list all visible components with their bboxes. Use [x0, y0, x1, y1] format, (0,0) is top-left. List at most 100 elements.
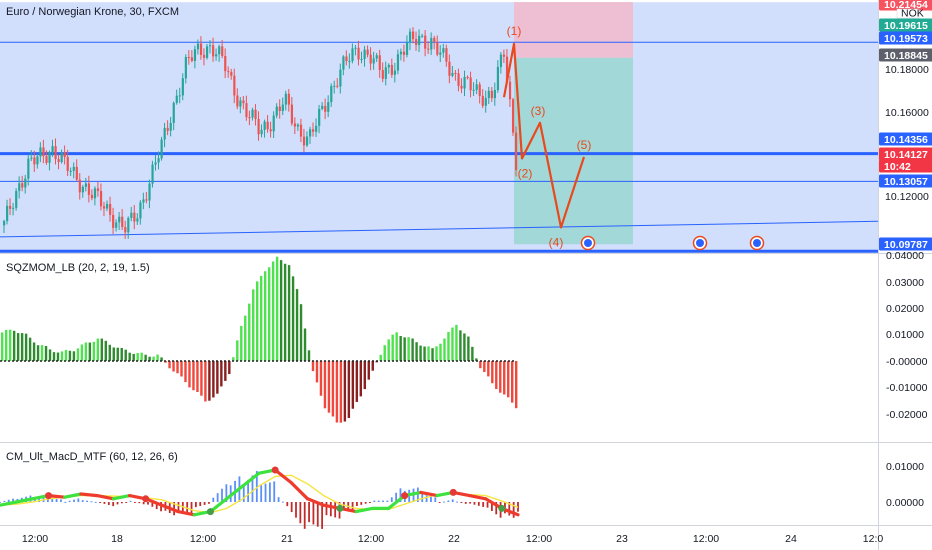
- price-tag: [879, 147, 932, 161]
- sqzmom-bar: [168, 361, 171, 369]
- macd-pane[interactable]: [0, 466, 520, 529]
- macd-histogram-bar: [64, 501, 67, 503]
- candle-body: [157, 158, 160, 163]
- sqzmom-bar: [124, 349, 127, 361]
- candle-body: [299, 124, 303, 137]
- sqzmom-bar: [100, 338, 104, 361]
- sqzmom-bar: [180, 361, 183, 377]
- macd-histogram-bar: [425, 495, 428, 502]
- sqzmom-bar: [236, 340, 239, 361]
- macd-line: [354, 506, 374, 514]
- macd-histogram-bar: [286, 502, 289, 507]
- candle-body: [245, 103, 248, 118]
- candle-body: [172, 102, 175, 123]
- macd-histogram-bar: [443, 501, 445, 503]
- macd-histogram-bar: [382, 500, 384, 502]
- candle-body: [381, 70, 384, 79]
- candle-body: [442, 48, 445, 53]
- candle-body: [224, 56, 227, 72]
- macd-histogram-bar: [460, 502, 463, 503]
- candle-body: [139, 202, 142, 219]
- sqzmom-bar: [40, 345, 44, 361]
- candle-body: [242, 100, 245, 104]
- candle-body: [99, 191, 103, 207]
- macd-histogram-bar: [451, 499, 454, 502]
- candle-body: [384, 67, 387, 79]
- sqzmom-bar: [343, 361, 347, 422]
- sqzmom-bar: [120, 347, 123, 361]
- candle-body: [24, 178, 27, 188]
- candle-body: [345, 56, 348, 62]
- candle-body: [396, 54, 400, 71]
- candle-body: [45, 156, 48, 163]
- time-axis-label: 22: [448, 533, 460, 545]
- macd-histogram-bar: [434, 497, 437, 502]
- candle-body: [405, 42, 409, 55]
- macd-histogram-bar: [86, 500, 88, 502]
- macd-histogram-bar: [94, 501, 97, 503]
- candle-body: [493, 90, 496, 99]
- price-tag-label: 10.19615: [884, 20, 928, 32]
- candle-body: [327, 102, 330, 112]
- candle-body: [466, 76, 469, 78]
- macd-histogram-bar: [255, 470, 258, 502]
- sqzmom-bar: [1, 332, 4, 361]
- price-tag: [879, 237, 932, 251]
- candle-body: [236, 95, 239, 107]
- candle-body: [436, 42, 439, 55]
- sqzmom-bar: [208, 361, 211, 401]
- macd-histogram-bar: [129, 500, 132, 502]
- time-axis-label: 12:00: [693, 533, 719, 545]
- macd-histogram-bar: [212, 497, 215, 502]
- sqzmom-bar: [295, 289, 299, 361]
- event-marker-icon: [584, 239, 592, 247]
- sqzmom-bar: [327, 361, 331, 413]
- candle-body: [478, 84, 481, 96]
- candle-body: [136, 218, 139, 222]
- sqzmom-axis-label: -0.00000: [886, 356, 928, 368]
- symbol-title: Euro / Norwegian Krone, 30, FXCM: [6, 6, 180, 18]
- candle-body: [472, 89, 475, 91]
- sqzmom-bar: [451, 327, 454, 361]
- candle-body: [112, 214, 115, 228]
- macd-cross-dot: [271, 466, 279, 474]
- price-tag: [879, 132, 932, 146]
- sqzmom-bar: [60, 351, 64, 361]
- sqzmom-bar: [287, 265, 291, 361]
- macd-histogram-bar: [77, 498, 80, 502]
- sqzmom-bar: [515, 361, 518, 409]
- price-axis[interactable]: 10.18000 10.16000 10.12000 10.21454 10.19615…: [879, 0, 932, 509]
- time-axis[interactable]: 12:00 18 12:00 21 12:00 22 12:00 23 12:00 24 12:0: [22, 533, 884, 545]
- candle-body: [421, 35, 424, 37]
- sqzmom-bar: [36, 345, 40, 361]
- macd-histogram-bar: [447, 500, 450, 502]
- candle-body: [457, 73, 460, 86]
- sqzmom-bar: [399, 335, 402, 361]
- highlight-zone: [0, 2, 878, 252]
- candle-body: [287, 93, 290, 105]
- macd-line: [160, 503, 180, 514]
- macd-histogram-bar: [90, 501, 93, 503]
- candle-body: [302, 136, 306, 146]
- candle-body: [336, 85, 339, 87]
- macd-histogram-bar: [242, 484, 245, 502]
- macd-histogram-bar: [473, 502, 476, 505]
- macd-histogram-bar: [51, 498, 54, 502]
- candle-body: [81, 186, 84, 193]
- sqzmom-bar: [188, 361, 191, 388]
- event-marker-icon: [696, 239, 704, 247]
- sqzmom-pane[interactable]: [0, 256, 518, 423]
- sqzmom-bar: [80, 344, 84, 361]
- macd-histogram-bar: [55, 498, 58, 502]
- candle-body: [375, 55, 378, 59]
- time-axis-label: 12:00: [358, 533, 384, 545]
- candle-body: [209, 45, 212, 47]
- candle-body: [257, 118, 260, 135]
- price-axis-label: 10.16000: [885, 107, 929, 119]
- candle-body: [184, 57, 187, 79]
- candle-body: [6, 205, 9, 222]
- macd-histogram-bar: [3, 500, 6, 502]
- macd-histogram-bar: [364, 502, 367, 504]
